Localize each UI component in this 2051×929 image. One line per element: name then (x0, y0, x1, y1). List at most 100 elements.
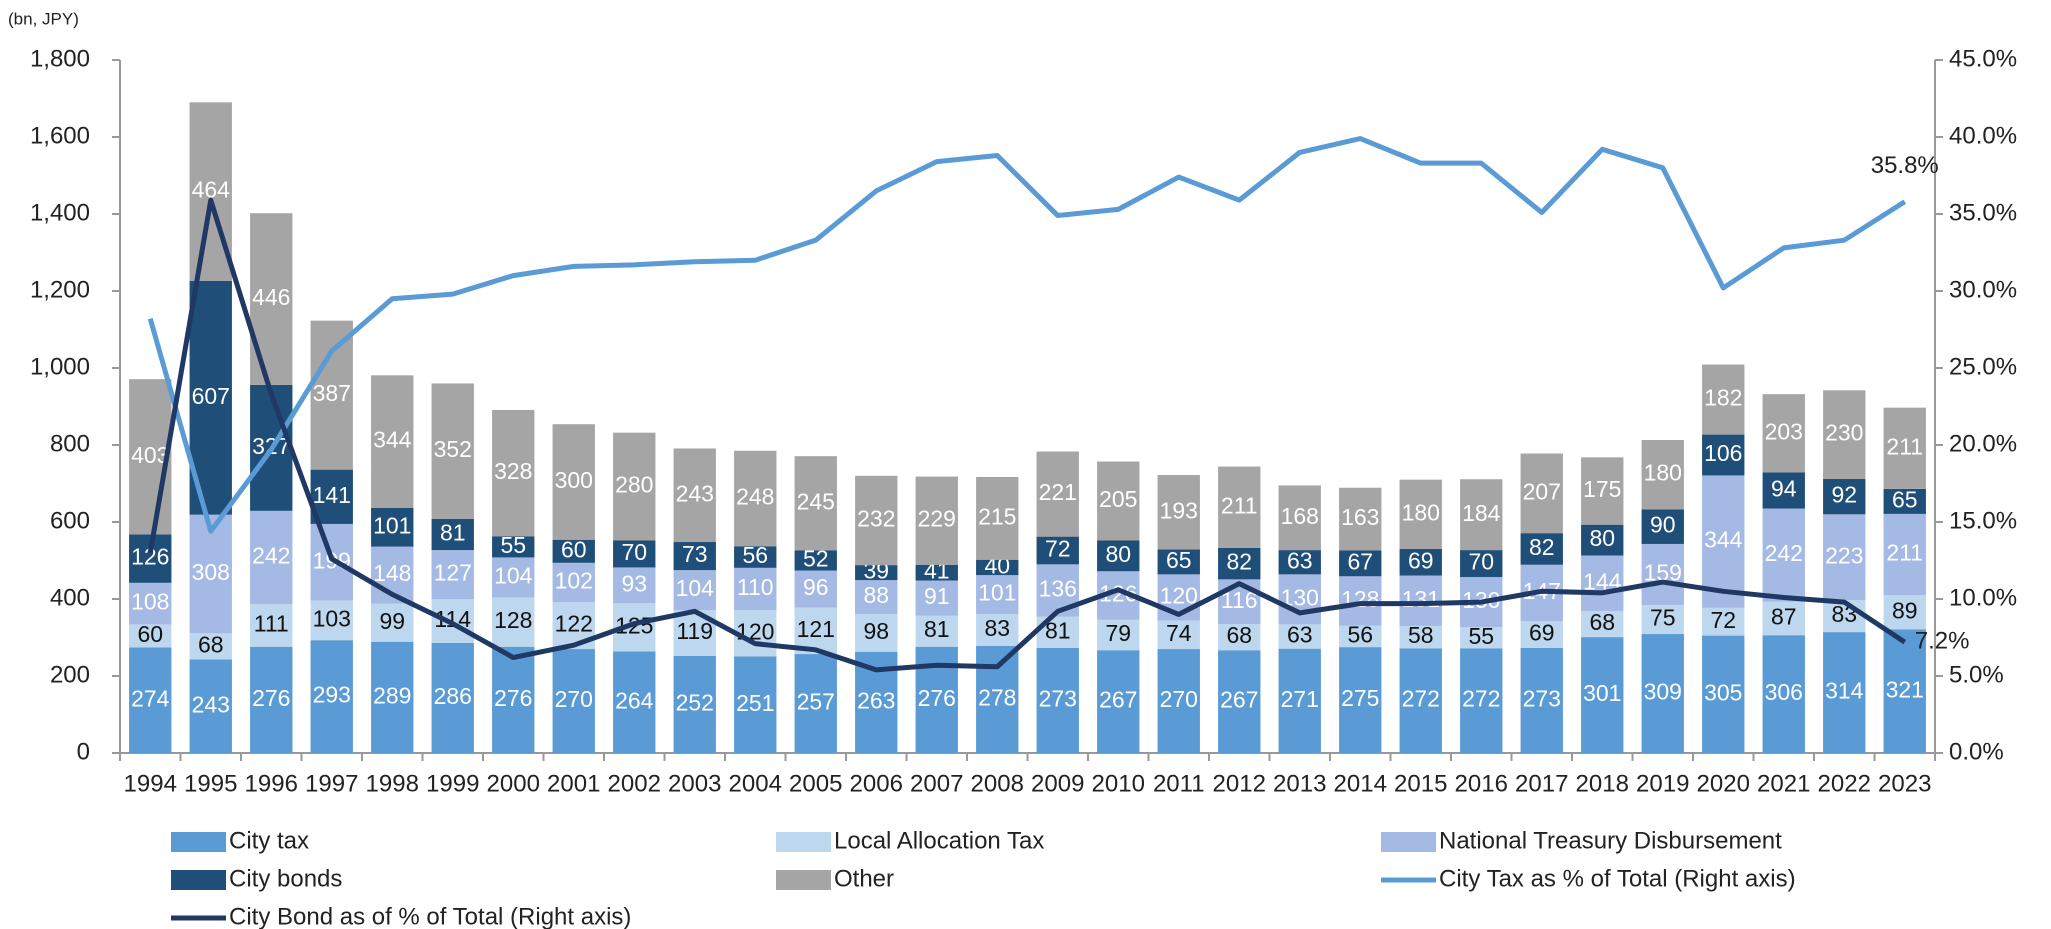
x-tick-label: 2017 (1515, 770, 1568, 797)
line-series (147, 197, 1907, 673)
bar-segment (492, 646, 535, 753)
bar-segment (855, 475, 898, 566)
bar-segment (1399, 575, 1442, 626)
bar-label: 242 (252, 542, 290, 568)
bar-label: 300 (555, 467, 593, 493)
bar-label: 301 (1583, 680, 1621, 706)
bar-segment (129, 647, 172, 753)
bar-label: 104 (494, 563, 533, 589)
bar-label: 229 (918, 506, 956, 532)
bar-segment (794, 456, 837, 551)
bar-segment (976, 476, 1019, 560)
bar-segment (552, 424, 595, 540)
bar-label: 352 (434, 436, 472, 462)
bar-segment (976, 575, 1019, 615)
bar-label: 276 (494, 685, 532, 711)
bar-segment (1520, 533, 1563, 565)
bar-segment (310, 320, 353, 470)
bar-label: 257 (797, 689, 835, 715)
bar-label: 264 (615, 687, 654, 713)
bar-segment (1399, 548, 1442, 576)
unit-label: (bn, JPY) (8, 9, 79, 28)
bar-segment (1339, 550, 1382, 577)
bar-label: 63 (1287, 622, 1313, 648)
bar-segment (1399, 479, 1442, 549)
line-series (147, 136, 1907, 534)
bar-label: 110 (737, 574, 774, 600)
x-tick-label: 2003 (668, 770, 721, 797)
bar-label: 136 (1039, 576, 1077, 602)
x-tick-label: 1999 (426, 770, 479, 797)
bar-segment (250, 646, 293, 753)
bar-label: 289 (373, 682, 411, 708)
bar-segment (1702, 607, 1745, 636)
bar-label: 276 (252, 685, 290, 711)
bar-label: 58 (1408, 622, 1434, 648)
bar-label: 69 (1408, 547, 1434, 573)
bar-segment (1460, 627, 1503, 649)
legend-label: Other (834, 865, 894, 892)
bar-label: 243 (676, 480, 714, 506)
bar-segment (1641, 634, 1684, 753)
legend-swatch (171, 832, 226, 852)
bar-segment (915, 476, 958, 565)
bar-label: 111 (254, 610, 289, 636)
bar-segment (1702, 364, 1745, 435)
bar-label: 60 (137, 621, 163, 647)
bar-segment (310, 600, 353, 641)
bar-label: 271 (1281, 686, 1319, 712)
line-end-label: 35.8% (1871, 152, 1939, 179)
bar-segment (1702, 475, 1745, 608)
bar-label: 98 (863, 618, 889, 644)
bar-label: 94 (1771, 476, 1797, 502)
bar-label: 72 (1045, 536, 1071, 562)
bar-segment (1762, 508, 1805, 602)
bar-label: 215 (978, 503, 1016, 529)
bar-segment (976, 559, 1019, 576)
bar-label: 607 (192, 383, 230, 409)
bar-label: 309 (1644, 679, 1682, 705)
bar-segment (794, 570, 837, 608)
bar-segment (1823, 600, 1866, 633)
bar-label: 211 (1886, 433, 1923, 459)
legend-label: City bonds (229, 865, 342, 892)
bar-label: 275 (1341, 685, 1379, 711)
bar-segment (129, 582, 172, 625)
y2-tick-label: 40.0% (1949, 122, 2017, 149)
bar-label: 68 (1226, 622, 1252, 648)
x-tick-label: 2021 (1757, 770, 1810, 797)
bar-label: 120 (1160, 583, 1198, 609)
bar-label: 68 (1589, 609, 1615, 635)
bar-segment (1883, 513, 1926, 596)
bar-label: 446 (252, 284, 290, 310)
bar-label: 207 (1523, 478, 1561, 504)
bar-label: 67 (1347, 548, 1373, 574)
bar-label: 203 (1765, 418, 1803, 444)
bar-segment (1218, 466, 1261, 548)
bar-label: 321 (1886, 676, 1924, 702)
x-tick-label: 2005 (789, 770, 842, 797)
bar-segment (1036, 536, 1079, 565)
x-tick-label: 2010 (1092, 770, 1145, 797)
bar-segment (673, 570, 716, 611)
bar-segment (1339, 576, 1382, 626)
y-tick-label: 1,200 (30, 276, 90, 303)
bar-label: 79 (1105, 620, 1131, 646)
bar-segment (613, 651, 656, 753)
bar-segment (915, 564, 958, 581)
bar-segment (1460, 479, 1503, 551)
bar-segment (794, 654, 837, 753)
y2-tick-label: 45.0% (1949, 45, 2017, 72)
bar-label: 90 (1650, 512, 1676, 538)
bar-segment (855, 580, 898, 615)
bar-label: 68 (198, 631, 224, 657)
bar-segment (1883, 595, 1926, 630)
bar-segment (552, 539, 595, 563)
bar-label: 56 (742, 542, 768, 568)
y-tick-label: 800 (50, 430, 90, 457)
bar-segment (1581, 637, 1624, 753)
bar-segment (1278, 485, 1321, 551)
legend-swatch (776, 832, 831, 852)
bar-label: 99 (379, 608, 405, 634)
bar-segment (1762, 472, 1805, 509)
